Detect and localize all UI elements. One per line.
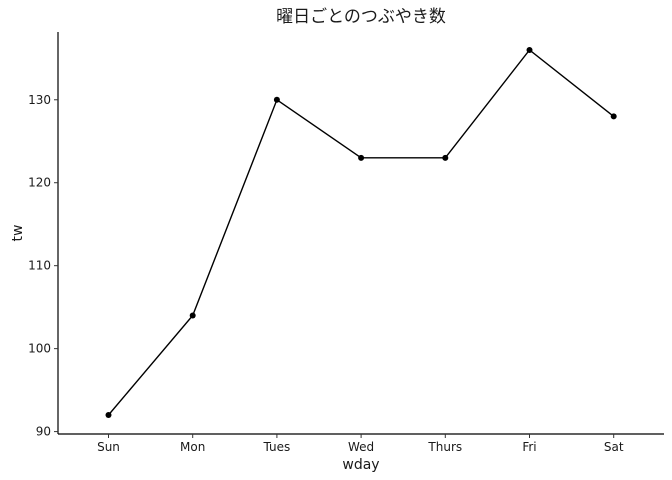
x-tick-label: Fri <box>522 440 536 454</box>
plot-area: 90 100 110 120 130 Sun Mon Tues Wed Thurs Fri Sat <box>28 32 664 454</box>
data-points <box>105 47 617 418</box>
y-axis-ticks: 90 100 110 120 130 <box>28 93 58 439</box>
x-axis-ticks: Sun Mon Tues Wed Thurs Fri Sat <box>97 434 624 454</box>
series-line <box>107 49 615 416</box>
x-axis-label: wday <box>342 457 379 473</box>
data-point-sun <box>105 412 112 418</box>
x-tick-label: Sat <box>604 440 624 454</box>
y-axis-label: tw <box>10 225 26 242</box>
x-tick-label: Tues <box>263 440 291 454</box>
x-tick-label: Thurs <box>427 440 462 454</box>
data-point-mon <box>189 312 196 319</box>
chart-title: 曜日ごとのつぶやき数 <box>276 7 446 27</box>
data-point-tues <box>273 96 280 103</box>
data-point-fri <box>526 47 533 53</box>
x-tick-label: Sun <box>97 440 120 454</box>
y-tick-label: 110 <box>28 259 51 273</box>
y-tick-label: 90 <box>36 425 51 439</box>
y-tick-label: 130 <box>28 93 51 107</box>
x-tick-label: Mon <box>180 440 205 454</box>
x-tick-label: Wed <box>348 440 374 454</box>
data-point-sat <box>610 113 617 120</box>
y-tick-label: 120 <box>28 176 51 190</box>
data-point-thurs <box>442 154 449 161</box>
data-point-wed <box>358 154 365 161</box>
y-tick-label: 100 <box>28 342 51 356</box>
